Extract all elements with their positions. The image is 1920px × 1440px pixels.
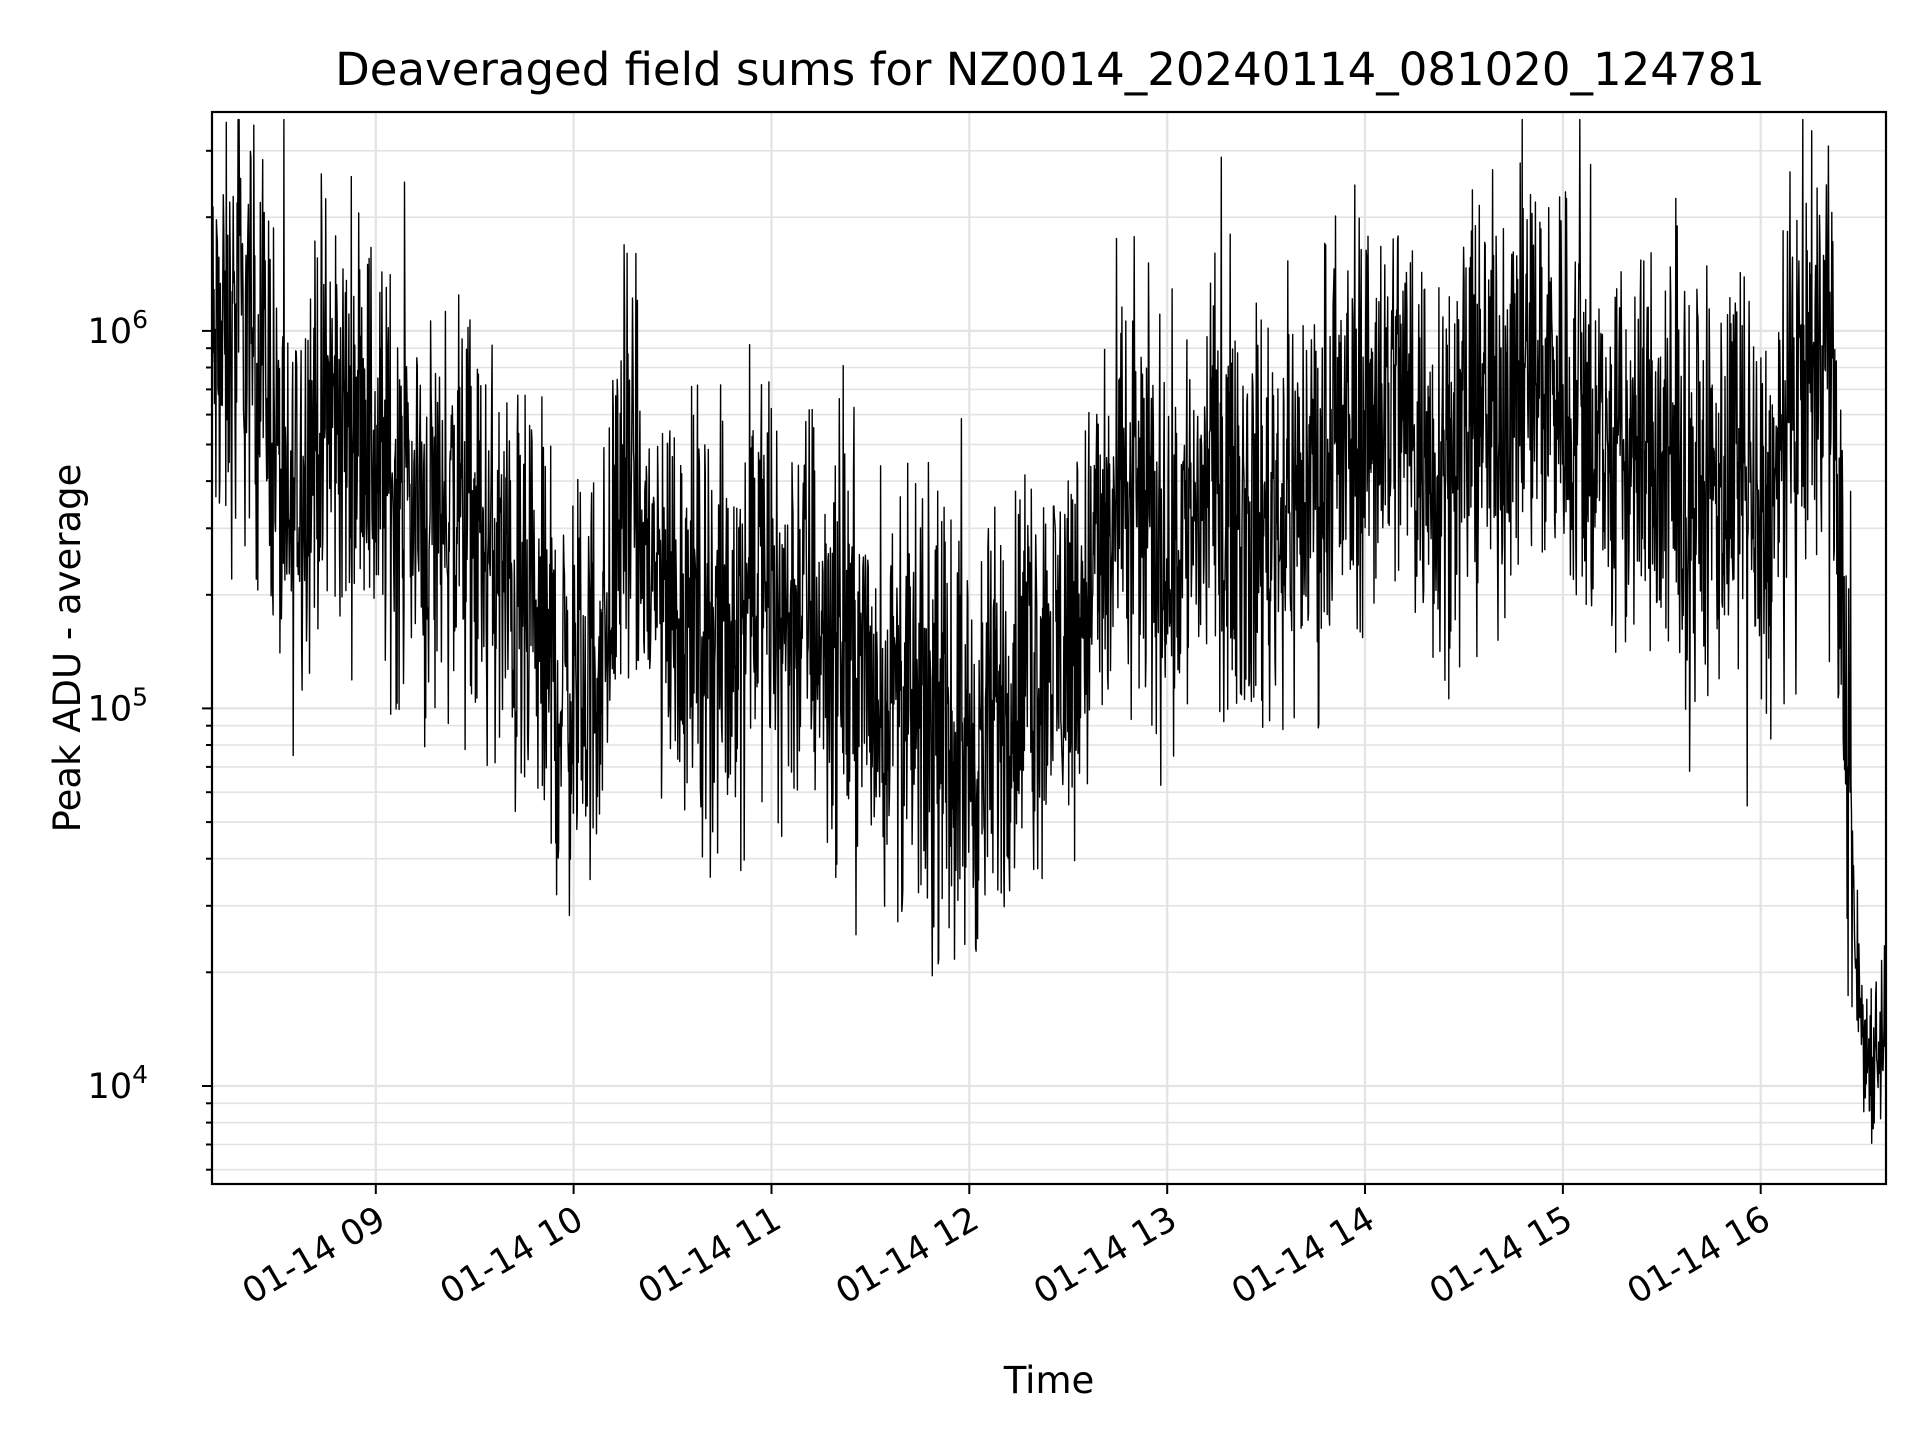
- x-tick-label: 01-14 15: [1423, 1199, 1579, 1312]
- x-tick-label: 01-14 13: [1027, 1199, 1183, 1312]
- chart-title: Deaveraged field sums for NZ0014_2024011…: [335, 43, 1765, 96]
- x-tick-label: 01-14 16: [1621, 1199, 1777, 1312]
- x-tick-label: 01-14 14: [1225, 1199, 1381, 1312]
- y-axis-label: Peak ADU - average: [46, 464, 89, 833]
- x-tick-label: 01-14 09: [236, 1199, 392, 1312]
- series-line: [212, 118, 1886, 1144]
- y-tick-label: 105: [88, 682, 148, 729]
- y-tick-label: 106: [88, 305, 148, 352]
- x-tick-label: 01-14 11: [632, 1199, 788, 1312]
- plot-frame: [210, 110, 1888, 1186]
- x-tick-label: 01-14 12: [830, 1199, 986, 1312]
- grid: [212, 112, 1886, 1184]
- x-tick-label: 01-14 10: [434, 1199, 590, 1312]
- x-axis-label: Time: [1003, 1359, 1095, 1402]
- y-tick-label: 104: [88, 1060, 148, 1107]
